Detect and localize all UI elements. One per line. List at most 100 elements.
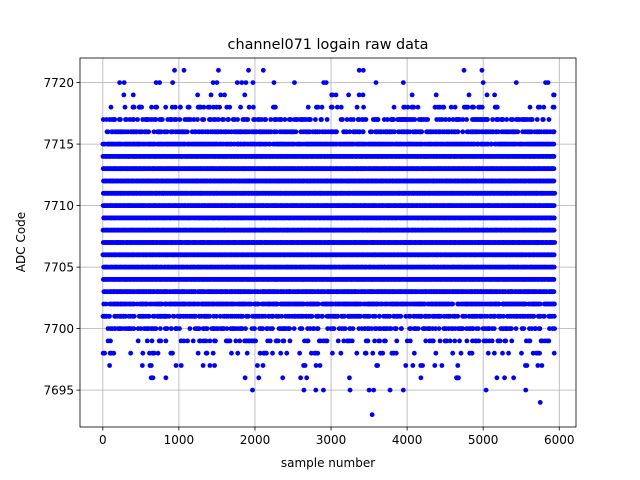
data-point <box>324 117 330 122</box>
data-point <box>149 338 155 344</box>
data-point <box>360 129 366 135</box>
data-point <box>238 104 243 110</box>
data-point <box>122 104 128 110</box>
data-point <box>157 326 163 331</box>
data-point <box>144 338 150 344</box>
data-point <box>184 129 190 135</box>
data-point <box>242 92 248 98</box>
data-point <box>163 338 169 344</box>
data-point <box>252 326 257 331</box>
data-point <box>187 326 193 331</box>
data-point <box>354 350 360 356</box>
data-point <box>260 326 265 331</box>
data-point <box>301 387 307 393</box>
data-point <box>213 338 218 344</box>
data-point <box>242 375 248 381</box>
data-point <box>323 80 329 85</box>
data-point <box>260 363 266 368</box>
data-point <box>149 104 154 110</box>
data-point <box>139 104 145 110</box>
data-point <box>302 363 308 368</box>
data-point <box>335 338 341 344</box>
data-point <box>253 338 258 344</box>
data-point <box>170 80 176 85</box>
data-point <box>338 350 344 356</box>
data-point <box>153 80 159 85</box>
data-point <box>159 117 165 122</box>
data-point <box>204 350 210 356</box>
data-point <box>263 117 269 122</box>
data-point <box>287 338 293 344</box>
data-point <box>331 326 337 331</box>
data-point <box>118 117 123 122</box>
data-point <box>105 129 111 135</box>
data-point <box>250 80 256 85</box>
data-point <box>154 104 160 110</box>
data-point <box>166 313 172 319</box>
data-point <box>319 104 325 110</box>
data-point <box>131 104 137 110</box>
data-point <box>338 104 344 110</box>
data-point <box>293 129 299 135</box>
data-point <box>299 326 305 331</box>
data-point <box>375 363 381 368</box>
data-point <box>360 67 366 73</box>
data-point <box>172 104 178 110</box>
data-point <box>210 350 216 356</box>
data-point <box>173 363 179 368</box>
data-point <box>350 117 356 122</box>
data-point <box>260 67 266 73</box>
data-point <box>131 313 137 319</box>
data-point <box>102 350 108 356</box>
data-point <box>244 350 250 356</box>
data-point <box>207 363 213 368</box>
data-point <box>151 350 157 356</box>
data-point <box>377 338 383 344</box>
data-point <box>201 104 207 110</box>
data-point <box>108 104 114 110</box>
data-point <box>284 350 290 356</box>
data-point <box>121 80 127 85</box>
data-point <box>146 313 152 319</box>
data-point <box>195 350 201 356</box>
data-point <box>178 104 183 110</box>
data-point <box>163 375 169 381</box>
data-point <box>229 350 234 356</box>
data-point <box>108 338 113 344</box>
data-point <box>334 129 339 135</box>
data-point <box>330 350 335 356</box>
data-point <box>354 104 360 110</box>
data-point <box>361 104 366 110</box>
data-point <box>168 326 174 331</box>
data-point <box>383 338 388 344</box>
data-point <box>200 363 206 368</box>
data-point <box>178 363 184 368</box>
data-point <box>123 117 129 122</box>
data-point <box>140 350 146 356</box>
data-point <box>317 363 323 368</box>
data-point <box>235 117 240 122</box>
data-point <box>264 350 269 356</box>
data-point <box>112 117 118 122</box>
data-point <box>103 301 109 307</box>
data-point <box>221 117 226 122</box>
data-point <box>365 338 371 344</box>
data-point <box>195 92 201 98</box>
data-point <box>246 67 251 73</box>
data-point <box>319 117 324 122</box>
data-point <box>305 104 311 110</box>
data-point <box>138 326 144 331</box>
data-point <box>287 326 292 331</box>
data-point <box>270 326 275 331</box>
data-point <box>350 326 356 331</box>
data-point <box>320 313 325 319</box>
data-point <box>250 387 255 393</box>
data-point <box>148 363 154 368</box>
data-point <box>250 104 256 110</box>
data-point <box>370 350 376 356</box>
data-point <box>185 338 190 344</box>
data-point <box>111 350 117 356</box>
data-point <box>267 338 273 344</box>
data-point <box>107 363 112 368</box>
